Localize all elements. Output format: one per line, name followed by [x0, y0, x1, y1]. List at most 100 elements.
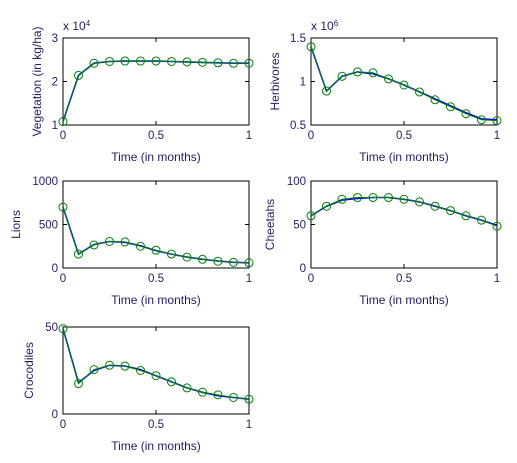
data-point-marker [306, 42, 316, 52]
data-point-marker [198, 254, 207, 264]
data-point-marker [136, 366, 146, 375]
y-tick-label: 1.5 [290, 33, 306, 45]
data-point-marker [136, 241, 146, 251]
data-point-marker [213, 256, 223, 266]
x-tick-label: 0.5 [148, 273, 164, 285]
data-point-marker [353, 67, 362, 77]
fit-series-line [310, 46, 498, 122]
data-point-marker [414, 87, 424, 97]
fit-series-line [62, 60, 249, 122]
x-tick-label: 0.5 [396, 130, 412, 142]
y-tick-label: 50 [45, 322, 58, 334]
y-tick-label: 1000 [32, 176, 58, 188]
data-point-marker [399, 194, 409, 204]
data-point-marker [368, 193, 378, 203]
tick-layer: 0 0.5 1 0 50 [45, 322, 252, 431]
data-point-marker [477, 115, 487, 125]
data-point-marker [368, 68, 378, 78]
y-axis-label: Lions [9, 210, 23, 239]
series-layer [58, 324, 254, 404]
data-point-marker [229, 58, 239, 68]
y-axis-label: Cheetahs [263, 199, 277, 250]
data-point-marker [244, 258, 254, 268]
data-point-marker [430, 95, 440, 105]
data-point-marker [229, 257, 239, 267]
x-tick-label: 0.5 [148, 130, 164, 142]
data-point-marker [58, 202, 68, 212]
data-point-marker [151, 245, 161, 255]
x-axis-label: Time (in months) [359, 293, 449, 307]
data-point-marker [213, 390, 223, 400]
tick-layer: 0 0.5 10.511.5 [290, 33, 500, 142]
tick-layer: 0 0.5 1 0 50 100 [287, 176, 500, 285]
data-point-marker [477, 215, 487, 225]
data-point-marker [414, 197, 424, 207]
subplot-lions: 0 0.5 1 0 500 1000 Time (in months) Lions [9, 176, 254, 307]
x-tick-label: 1 [494, 273, 500, 285]
data-point-marker [105, 360, 114, 370]
y-tick-label: 0 [52, 263, 58, 275]
data-point-marker [89, 365, 99, 375]
y-tick-label: 1 [300, 77, 306, 89]
data-point-marker [321, 86, 331, 96]
data-point-marker [105, 56, 114, 66]
data-point-marker [198, 57, 207, 67]
data-point-marker [492, 116, 502, 126]
data-point-marker [120, 237, 130, 247]
x-tick-label: 0 [60, 273, 66, 285]
x-tick-label: 0 [60, 419, 66, 431]
x-axis-label: Time (in months) [111, 293, 201, 307]
data-point-marker [136, 56, 146, 66]
x-tick-label: 0.5 [148, 419, 164, 431]
y-axis-label: Crocodiles [22, 342, 36, 399]
x-tick-label: 0.5 [396, 273, 412, 285]
data-point-marker [461, 109, 471, 119]
series-layer [58, 202, 254, 268]
data-point-marker [430, 201, 440, 211]
data-point-marker [182, 57, 192, 67]
data-point-marker [151, 371, 161, 381]
fit-series-line [62, 206, 250, 264]
y-tick-label: 3 [52, 33, 58, 45]
data-point-marker [461, 211, 471, 221]
data-point-marker [198, 387, 207, 397]
series-layer [58, 56, 254, 127]
data-point-marker [166, 56, 176, 66]
x-tick-label: 1 [246, 419, 252, 431]
x-tick-label: 0 [308, 130, 314, 142]
data-point-marker [151, 56, 161, 66]
x-tick-label: 1 [494, 130, 500, 142]
data-point-marker [73, 249, 83, 259]
tick-layer: 0 0.5 1 1 2 3 [52, 33, 253, 142]
data-point-marker [384, 193, 394, 203]
data-point-marker [384, 74, 394, 84]
y-tick-label: 1 [52, 120, 58, 132]
fit-series-line [62, 328, 250, 400]
data-point-marker [353, 193, 362, 203]
data-point-marker [446, 206, 455, 216]
data-point-marker [89, 240, 99, 250]
data-point-marker [89, 58, 99, 68]
y-tick-label: 500 [39, 220, 58, 232]
y-exponent-label: x 104 [63, 19, 91, 34]
x-tick-label: 1 [246, 273, 252, 285]
data-point-marker [120, 56, 130, 66]
y-axis-label: Herbivores [268, 52, 282, 110]
plot-frame [62, 180, 250, 269]
data-point-marker [73, 70, 83, 80]
data-point-marker [244, 394, 254, 404]
data-point-marker [337, 71, 347, 81]
y-tick-label: 0.5 [290, 120, 306, 132]
y-axis-label: Vegetation (in kg/ha) [30, 26, 44, 136]
data-point-marker [105, 236, 114, 246]
data-point-marker [58, 117, 68, 127]
data-point-marker [306, 211, 316, 221]
data-point-marker [446, 102, 455, 112]
x-tick-label: 0 [308, 273, 314, 285]
fit-series-line [310, 197, 498, 227]
data-point-marker [120, 361, 130, 371]
y-tick-label: 50 [293, 220, 306, 232]
x-axis-label: Time (in months) [111, 439, 201, 453]
data-point-marker [244, 58, 254, 68]
